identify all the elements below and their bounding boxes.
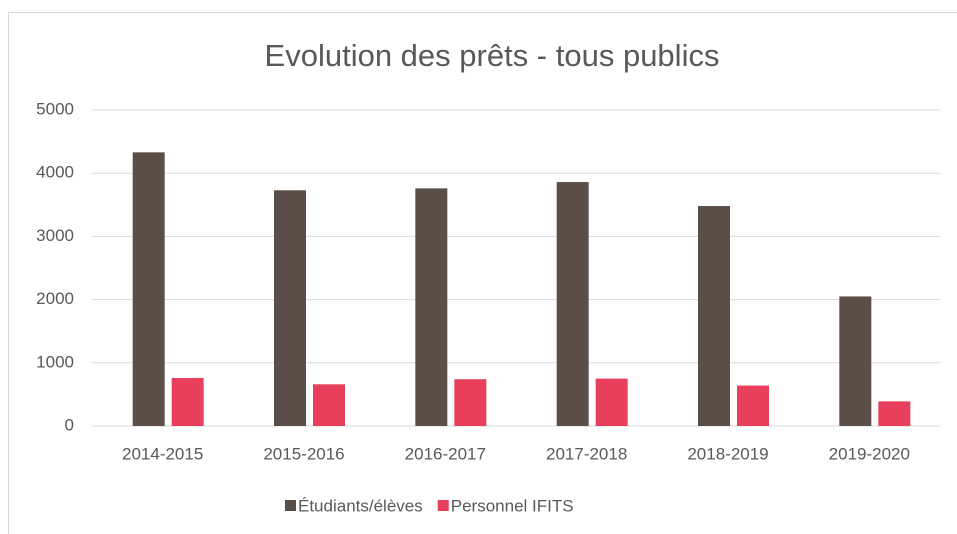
bar xyxy=(274,190,306,426)
x-tick-label: 2014-2015 xyxy=(122,444,203,463)
legend-label: Étudiants/élèves xyxy=(298,496,423,515)
y-tick-label: 0 xyxy=(65,415,74,434)
legend-swatch xyxy=(285,500,296,511)
chart-title: Evolution des prêts - tous publics xyxy=(265,38,720,73)
chart-frame xyxy=(8,12,957,534)
bar xyxy=(132,152,165,426)
bar xyxy=(415,188,448,426)
bar xyxy=(878,401,911,426)
y-tick-label: 1000 xyxy=(36,352,74,371)
bar xyxy=(698,206,730,426)
bar xyxy=(737,385,769,426)
bar xyxy=(595,378,628,426)
bar xyxy=(839,296,872,426)
y-tick-label: 2000 xyxy=(36,289,74,308)
legend-swatch xyxy=(437,500,449,511)
bar xyxy=(171,377,204,426)
x-tick-label: 2016-2017 xyxy=(405,444,486,463)
x-tick-label: 2018-2019 xyxy=(687,444,768,463)
bar xyxy=(313,384,345,426)
x-tick-label: 2015-2016 xyxy=(263,444,344,463)
bar xyxy=(556,182,589,426)
x-tick-label: 2019-2020 xyxy=(829,444,910,463)
bar xyxy=(454,379,487,426)
y-tick-label: 4000 xyxy=(36,163,74,182)
x-tick-label: 2017-2018 xyxy=(546,444,627,463)
legend-label: Personnel IFITS xyxy=(451,496,574,515)
y-tick-label: 5000 xyxy=(36,99,74,118)
y-tick-label: 3000 xyxy=(36,226,74,245)
